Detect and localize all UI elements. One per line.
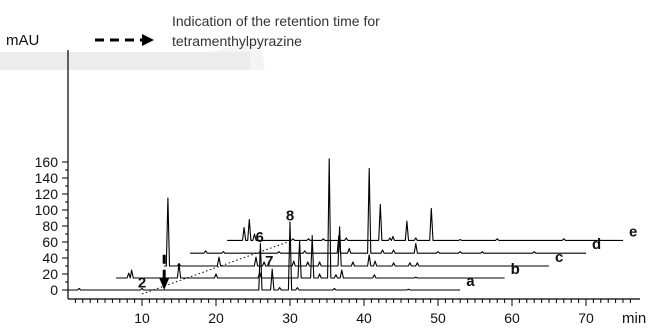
trace-label-c: c xyxy=(555,249,563,266)
x-tick-label: 10 xyxy=(134,310,150,326)
trace-d xyxy=(190,167,586,254)
trace-a xyxy=(68,221,461,291)
markers xyxy=(141,240,291,295)
trace-label-e: e xyxy=(629,223,637,240)
peak-label-6: 6 xyxy=(255,229,263,246)
annotation-line-2: tetramenthylpyrazine xyxy=(172,33,302,49)
y-tick-label: 20 xyxy=(42,266,58,282)
legend-arrow-head-icon xyxy=(142,34,154,46)
y-tick-label: 40 xyxy=(42,250,58,266)
x-tick-label: 40 xyxy=(356,310,372,326)
x-tick-label: 30 xyxy=(282,310,298,326)
trace-label-b: b xyxy=(511,261,520,278)
trace-label-a: a xyxy=(466,273,475,290)
trace-b xyxy=(116,158,505,279)
trace-label-d: d xyxy=(592,236,601,253)
peak-label-8: 8 xyxy=(286,207,294,224)
peak-label-7: 7 xyxy=(265,253,273,270)
y-tick-label: 80 xyxy=(42,218,58,234)
x-tick-label: 20 xyxy=(208,310,224,326)
annotation-line-1: Indication of the retention time for xyxy=(172,13,380,29)
trace-labels: a b c d e xyxy=(466,223,637,290)
x-tick-label: 60 xyxy=(504,310,520,326)
traces xyxy=(68,158,623,291)
y-tick-label: 160 xyxy=(35,154,59,170)
y-tick-label: 100 xyxy=(35,202,59,218)
peak-label-2: 2 xyxy=(138,275,146,292)
y-tick-label: 0 xyxy=(50,282,58,298)
x-ticks: 10 20 30 40 50 60 70 xyxy=(74,299,631,326)
x-axis-unit-label: min xyxy=(622,310,646,327)
x-tick-label: 70 xyxy=(578,310,594,326)
trace-e xyxy=(227,203,623,241)
x-tick-label: 50 xyxy=(430,310,446,326)
y-tick-label: 120 xyxy=(35,186,59,202)
trace-c xyxy=(164,197,549,267)
y-tick-label: 140 xyxy=(35,170,59,186)
peak-labels: 2 67 8 xyxy=(138,207,294,291)
y-tick-label: 60 xyxy=(42,234,58,250)
retention-marker-arrow-icon xyxy=(159,278,170,290)
background-watermark xyxy=(0,40,265,70)
y-axis-unit-label: mAU xyxy=(6,32,39,49)
legend: Indication of the retention time for tet… xyxy=(95,13,380,49)
